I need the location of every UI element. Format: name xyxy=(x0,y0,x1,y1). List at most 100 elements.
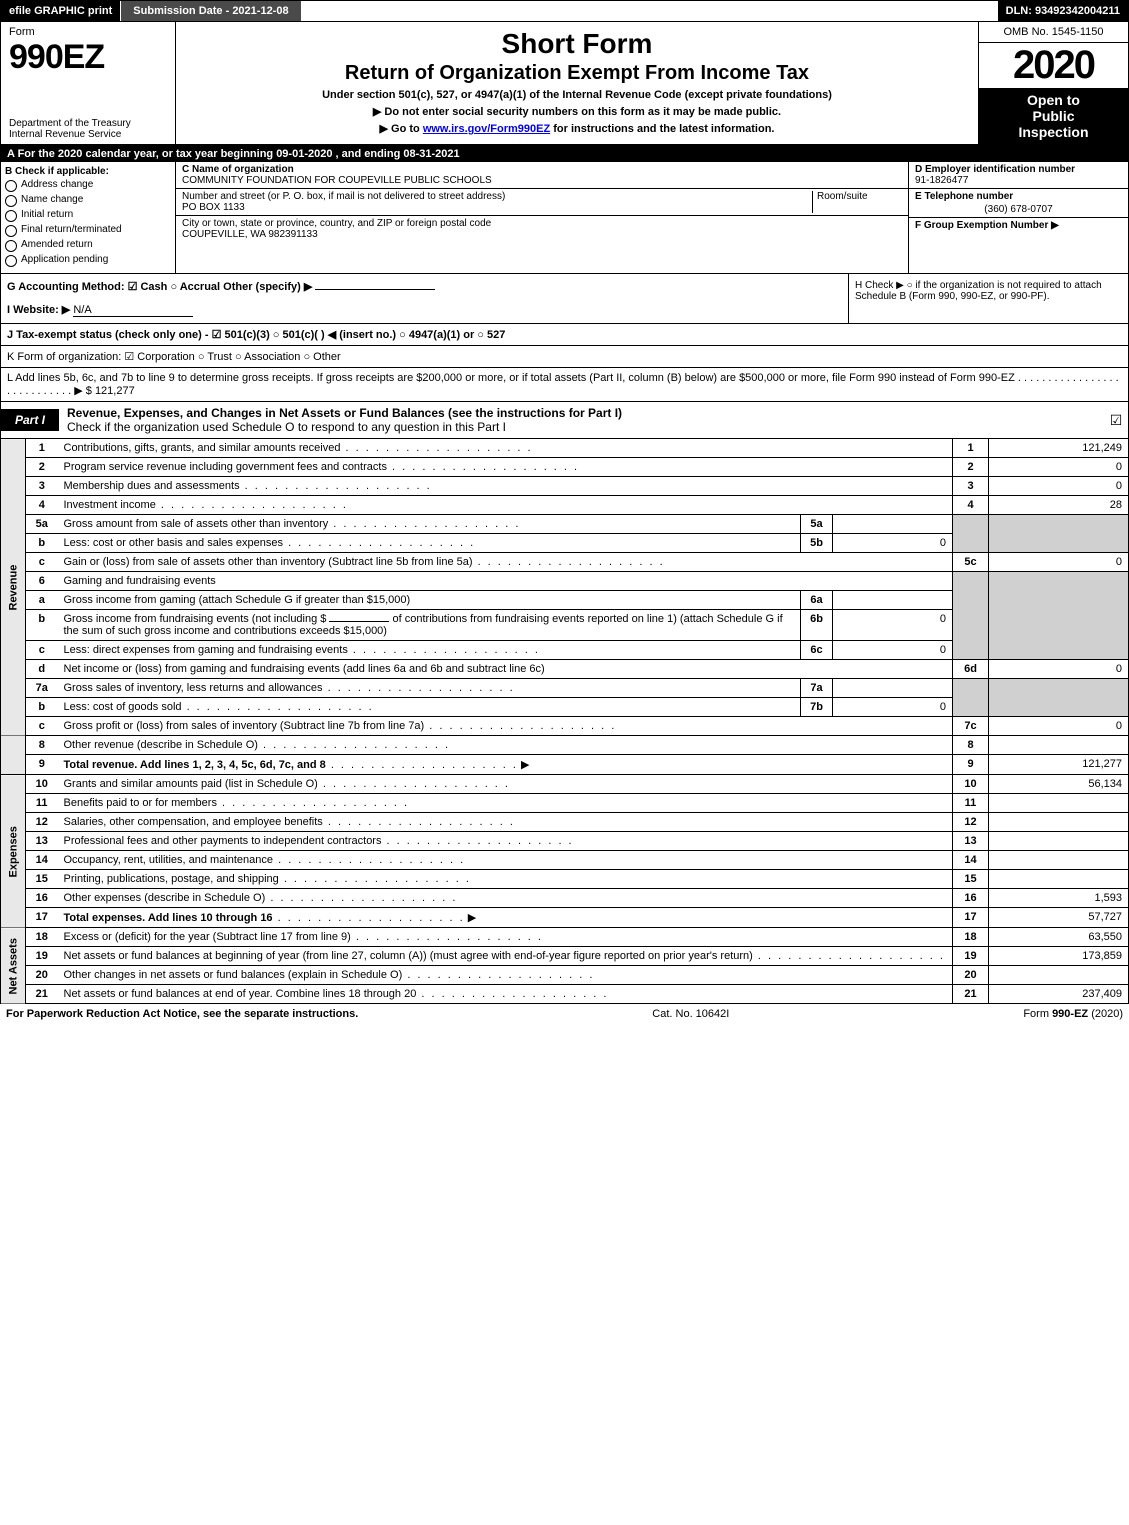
ln9-desc: Total revenue. Add lines 1, 2, 3, 4, 5c,… xyxy=(58,755,953,775)
ln7a-num: 7a xyxy=(26,679,58,698)
ln14-desc: Occupancy, rent, utilities, and maintena… xyxy=(58,851,953,870)
ln7a-desc: Gross sales of inventory, less returns a… xyxy=(58,679,801,698)
ln7-grey xyxy=(953,679,989,717)
ln5b-desc: Less: cost or other basis and sales expe… xyxy=(58,534,801,553)
ln11-col: 11 xyxy=(953,794,989,813)
title-center: Short Form Return of Organization Exempt… xyxy=(176,22,978,144)
f-label: F Group Exemption Number ▶ xyxy=(915,220,1059,231)
ln6b-mini: 6b xyxy=(801,610,833,641)
netassets-side-label: Net Assets xyxy=(1,928,26,1004)
ln20-desc: Other changes in net assets or fund bala… xyxy=(58,966,953,985)
open-line3: Inspection xyxy=(983,124,1124,140)
ln8-amt xyxy=(989,736,1129,755)
ln7a-mini: 7a xyxy=(801,679,833,698)
ln6d-desc: Net income or (loss) from gaming and fun… xyxy=(58,660,953,679)
chk-initial-return[interactable]: Initial return xyxy=(5,209,171,222)
line-g: G Accounting Method: ☑ Cash ○ Accrual Ot… xyxy=(7,280,842,293)
line-k: K Form of organization: ☑ Corporation ○ … xyxy=(0,346,1129,368)
ln6a-mini-val xyxy=(833,591,953,610)
header-spacer xyxy=(301,1,998,21)
open-line2: Public xyxy=(983,108,1124,124)
irs-link[interactable]: www.irs.gov/Form990EZ xyxy=(423,123,550,135)
page-footer: For Paperwork Reduction Act Notice, see … xyxy=(0,1004,1129,1024)
ln13-num: 13 xyxy=(26,832,58,851)
j-text: J Tax-exempt status (check only one) - ☑… xyxy=(7,329,505,341)
part1-schedule-o-check[interactable] xyxy=(1104,412,1128,429)
ln6b-mini-val: 0 xyxy=(833,610,953,641)
goto-line: ▶ Go to www.irs.gov/Form990EZ for instru… xyxy=(184,122,970,135)
revenue-side-label: Revenue xyxy=(1,439,26,736)
submission-date-button[interactable]: Submission Date - 2021-12-08 xyxy=(121,1,300,21)
ln7c-desc: Gross profit or (loss) from sales of inv… xyxy=(58,717,953,736)
ln3-amt: 0 xyxy=(989,477,1129,496)
form-word: Form xyxy=(9,26,167,38)
ln6c-mini: 6c xyxy=(801,641,833,660)
line-j: J Tax-exempt status (check only one) - ☑… xyxy=(0,324,1129,346)
ln19-col: 19 xyxy=(953,947,989,966)
ln12-num: 12 xyxy=(26,813,58,832)
revenue-side-cont xyxy=(1,736,26,775)
website-value: N/A xyxy=(73,304,193,317)
g-other-input[interactable] xyxy=(315,289,435,290)
ln20-num: 20 xyxy=(26,966,58,985)
ln5c-col: 5c xyxy=(953,553,989,572)
ln14-num: 14 xyxy=(26,851,58,870)
ln20-col: 20 xyxy=(953,966,989,985)
ln7c-amt: 0 xyxy=(989,717,1129,736)
chk-name-change[interactable]: Name change xyxy=(5,194,171,207)
ln6a-num: a xyxy=(26,591,58,610)
netassets-table: Net Assets 18 Excess or (deficit) for th… xyxy=(0,928,1129,1004)
ln12-col: 12 xyxy=(953,813,989,832)
ln17-num: 17 xyxy=(26,908,58,928)
chk-address-change[interactable]: Address change xyxy=(5,179,171,192)
ln1-num: 1 xyxy=(26,439,58,458)
revenue-table: Revenue 1 Contributions, gifts, grants, … xyxy=(0,439,1129,775)
expenses-side-label: Expenses xyxy=(1,775,26,928)
ln6d-num: d xyxy=(26,660,58,679)
section-b: B Check if applicable: Address change Na… xyxy=(1,162,176,273)
dept-irs: Internal Revenue Service xyxy=(9,129,167,140)
ln1-amt: 121,249 xyxy=(989,439,1129,458)
ln10-desc: Grants and similar amounts paid (list in… xyxy=(58,775,953,794)
group-exemption-row: F Group Exemption Number ▶ xyxy=(909,218,1128,273)
d-label: D Employer identification number xyxy=(915,164,1075,175)
ln5a-desc: Gross amount from sale of assets other t… xyxy=(58,515,801,534)
city-label: City or town, state or province, country… xyxy=(182,218,491,229)
ln1-col: 1 xyxy=(953,439,989,458)
tax-year: 2020 xyxy=(979,43,1128,88)
ln3-desc: Membership dues and assessments xyxy=(58,477,953,496)
ln6b-num: b xyxy=(26,610,58,641)
ln5-grey-amt xyxy=(989,515,1129,553)
chk-final-return[interactable]: Final return/terminated xyxy=(5,224,171,237)
part1-check-note: Check if the organization used Schedule … xyxy=(67,420,506,434)
part1-tab: Part I xyxy=(1,409,59,431)
ln21-col: 21 xyxy=(953,985,989,1004)
ln6a-desc: Gross income from gaming (attach Schedul… xyxy=(58,591,801,610)
short-form-heading: Short Form xyxy=(184,28,970,60)
open-line1: Open to xyxy=(983,92,1124,108)
ln1-desc: Contributions, gifts, grants, and simila… xyxy=(58,439,953,458)
ln10-amt: 56,134 xyxy=(989,775,1129,794)
ln5a-mini-val xyxy=(833,515,953,534)
room-suite: Room/suite xyxy=(812,191,902,213)
ln15-amt xyxy=(989,870,1129,889)
dept-treasury: Department of the Treasury xyxy=(9,118,167,129)
chk-application-pending[interactable]: Application pending xyxy=(5,254,171,267)
efile-print-button[interactable]: efile GRAPHIC print xyxy=(1,1,121,21)
ln6-num: 6 xyxy=(26,572,58,591)
ln6-grey xyxy=(953,572,989,660)
chk-amended-return[interactable]: Amended return xyxy=(5,239,171,252)
e-label: E Telephone number xyxy=(915,191,1013,202)
ln19-amt: 173,859 xyxy=(989,947,1129,966)
main-title: Return of Organization Exempt From Incom… xyxy=(184,62,970,85)
ln6d-amt: 0 xyxy=(989,660,1129,679)
ln6b-blank[interactable] xyxy=(329,621,389,622)
ln17-col: 17 xyxy=(953,908,989,928)
addr-value: PO BOX 1133 xyxy=(182,202,245,213)
addr-label: Number and street (or P. O. box, if mail… xyxy=(182,191,505,202)
ln10-col: 10 xyxy=(953,775,989,794)
addr-row: Number and street (or P. O. box, if mail… xyxy=(176,189,908,216)
line-h: H Check ▶ ○ if the organization is not r… xyxy=(848,274,1128,323)
ln2-num: 2 xyxy=(26,458,58,477)
ln16-num: 16 xyxy=(26,889,58,908)
